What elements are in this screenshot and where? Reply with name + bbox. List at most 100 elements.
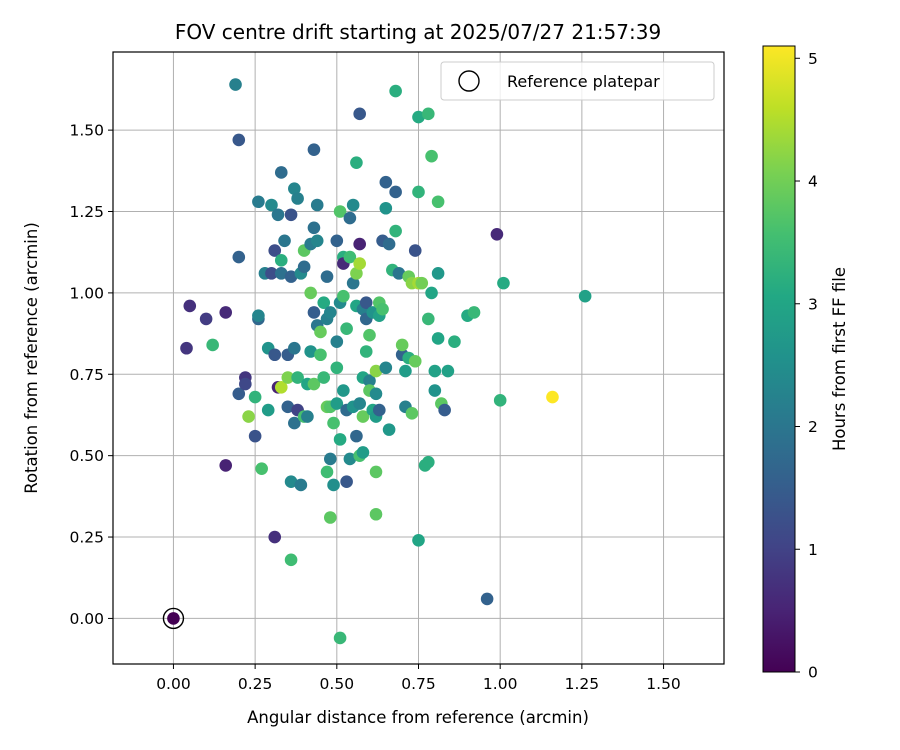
data-point [389,185,402,199]
data-point [284,475,298,489]
data-point [343,211,357,225]
legend-box [440,61,715,101]
x-tick-label: 0.00 [156,675,191,693]
data-point [274,254,288,267]
data-point [425,286,438,300]
data-point [490,227,504,241]
data-point [408,244,422,257]
data-point [350,429,363,443]
data-point [346,276,360,290]
data-point [265,267,278,280]
data-point [268,244,282,257]
data-point [252,309,265,322]
data-point [229,78,242,91]
data-point [330,361,344,375]
data-point [232,133,246,147]
data-point [379,361,393,375]
data-point [314,325,327,339]
data-point [206,338,219,352]
data-point [271,208,285,222]
data-point [578,289,592,303]
legend: Reference platepar [440,61,715,101]
data-point [337,289,350,303]
data-point [304,286,317,300]
data-point [408,354,422,368]
grid [113,52,724,664]
data-point [288,182,301,196]
data-point [392,267,406,280]
data-point [546,390,559,404]
colorbar-gradient [762,45,796,673]
data-point [252,195,265,209]
data-point [274,267,288,280]
colorbar-tick-label: 0 [808,664,818,682]
x-tick-label: 0.25 [238,675,273,693]
data-point [199,312,213,326]
data-point [340,475,353,489]
data-point [323,511,337,524]
data-point [343,250,357,264]
data-point [333,205,347,218]
data-point [467,306,481,319]
y-axis-ticks: 0.00 0.25 0.50 0.75 1.00 1.25 1.50 [69,122,113,628]
data-point [265,198,278,212]
data-point [248,390,262,404]
data-point [448,335,461,349]
data-point [399,364,412,378]
data-point [261,403,275,417]
y-tick-label: 0.25 [69,529,104,547]
data-point [395,338,409,352]
data-point [327,478,340,492]
data-point [438,403,451,417]
y-tick-label: 0.75 [69,366,104,384]
data-point [330,234,344,248]
colorbar-tick-label: 2 [808,418,818,436]
data-point [356,446,370,459]
data-point [307,377,321,391]
data-point [278,234,291,248]
data-point [497,276,510,290]
data-points [162,78,592,645]
data-point [281,400,295,414]
data-point [493,394,507,407]
data-point [317,296,331,309]
data-point [369,364,383,378]
data-point [363,374,376,388]
reference-platepar-marker [162,607,185,630]
data-point [320,465,334,479]
x-tick-label: 1.50 [646,675,681,693]
data-point [320,270,334,283]
legend-entry-reference-platepar: Reference platepar [507,72,660,91]
data-point [425,149,438,163]
chart-title: FOV centre drift starting at 2025/07/27 … [175,20,661,44]
data-point [317,371,331,384]
data-point [369,465,383,479]
y-tick-label: 1.25 [69,203,104,221]
data-point [327,416,340,430]
x-axis-label: Angular distance from reference (arcmin) [247,708,589,727]
x-tick-label: 0.75 [401,675,436,693]
data-point [359,345,373,358]
y-tick-label: 1.50 [69,122,104,140]
data-point [422,107,435,121]
data-point [356,410,370,423]
data-point [333,631,347,645]
data-point [330,397,344,410]
data-point [242,410,255,423]
data-point [428,384,442,397]
legend-reference-marker [458,70,480,92]
data-point [284,270,298,283]
data-point [281,371,295,384]
data-point [239,377,252,391]
data-point [219,459,233,472]
data-point [310,234,324,248]
data-point [180,341,193,355]
data-point [323,452,337,466]
y-tick-label: 0.00 [69,610,104,628]
data-point [333,433,347,446]
y-axis-label: Rotation from reference (arcmin) [22,222,41,494]
data-point [372,403,386,417]
data-point [422,312,435,326]
data-point [307,143,321,156]
